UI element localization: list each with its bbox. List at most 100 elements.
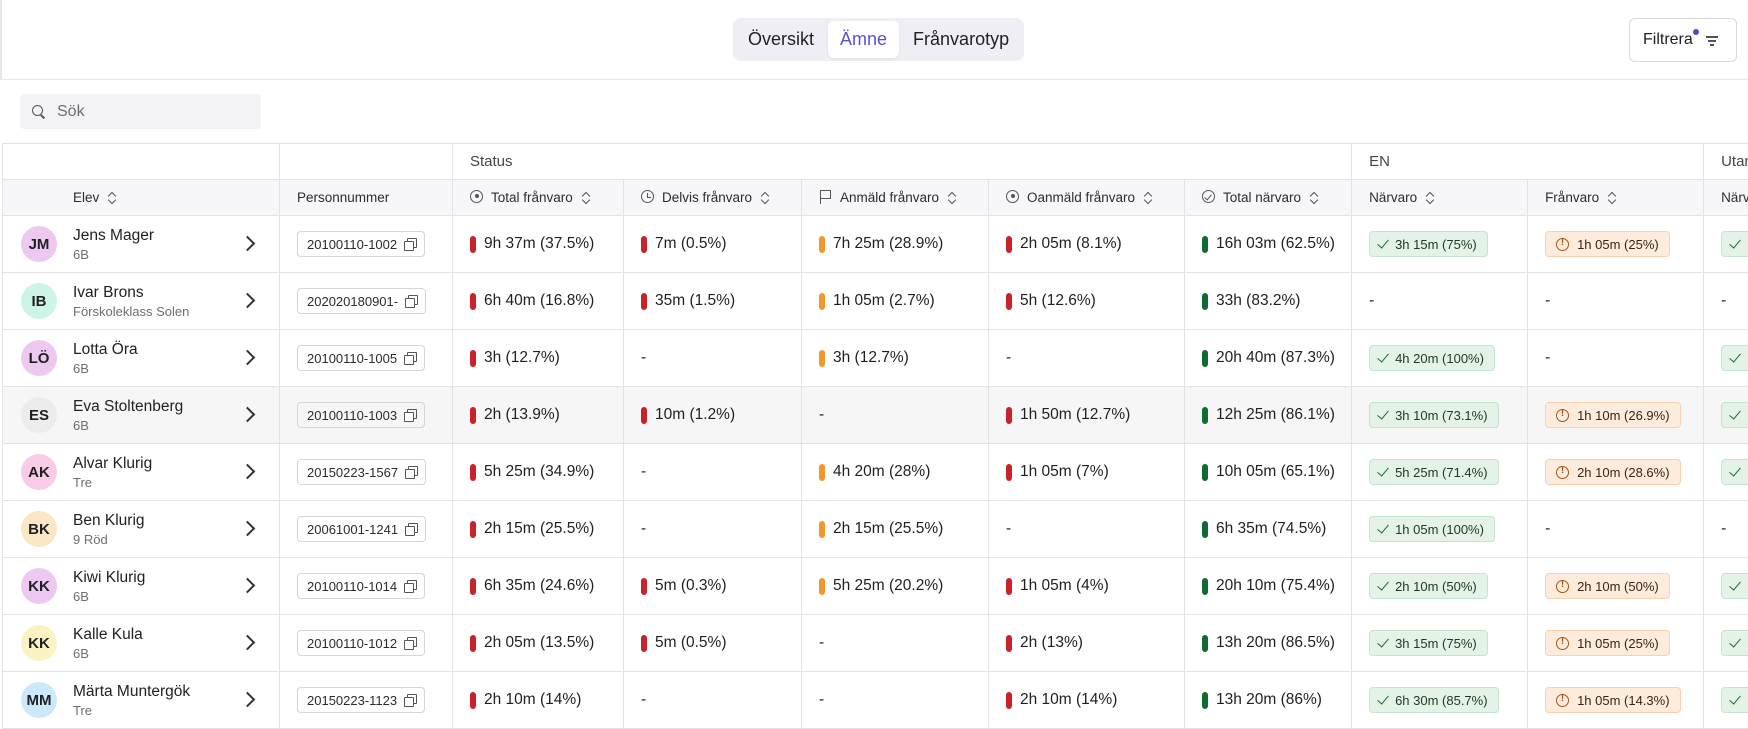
status-indicator-bar xyxy=(470,235,476,253)
col-anmald-franvaro-label: Anmäld frånvaro xyxy=(840,190,940,205)
student-class: 9 Röd xyxy=(73,532,108,547)
utan-narvaro-cell xyxy=(1703,215,1748,273)
chevron-right-icon[interactable] xyxy=(239,406,256,423)
status-indicator-bar xyxy=(819,463,825,481)
value-text: 10h 05m (65.1%) xyxy=(1216,463,1335,480)
personnummer-chip[interactable]: 20061001-1241 xyxy=(297,516,427,542)
table-row[interactable]: IB Ivar Brons Förskoleklass Solen 202020… xyxy=(2,272,1748,330)
anmald-franvaro-cell: - xyxy=(801,614,989,672)
student-cell[interactable]: IB Ivar Brons Förskoleklass Solen xyxy=(2,272,280,330)
student-cell[interactable]: MM Märta Muntergök Tre xyxy=(2,671,280,729)
tab-amne[interactable]: Ämne xyxy=(828,21,900,58)
value-text: 1h 50m (12.7%) xyxy=(1020,406,1131,423)
status-indicator-bar xyxy=(470,463,476,481)
attendance-badge: 3h 15m (75%) xyxy=(1369,630,1488,656)
value-text: - xyxy=(819,691,825,708)
chevron-right-icon[interactable] xyxy=(239,292,256,309)
absence-badge: 1h 05m (25%) xyxy=(1545,231,1670,257)
copy-icon[interactable] xyxy=(404,238,418,251)
col-utan-narvaro-label: Närv xyxy=(1721,190,1748,205)
value-text: 5h 25m (34.9%) xyxy=(484,463,595,480)
personnummer-chip[interactable]: 20100110-1002 xyxy=(297,231,426,257)
value-text: 5h (12.6%) xyxy=(1020,292,1096,309)
total-franvaro-cell: 2h (13.9%) xyxy=(452,386,624,444)
table-row[interactable]: BK Ben Klurig 9 Röd 20061001-1241 2h 15m… xyxy=(2,500,1748,558)
search-input[interactable] xyxy=(57,102,237,121)
col-en-narvaro[interactable]: Närvaro xyxy=(1351,179,1529,216)
col-elev[interactable]: Elev xyxy=(2,179,280,216)
en-franvaro-cell: 1h 05m (25%) xyxy=(1527,215,1705,273)
chevron-right-icon[interactable] xyxy=(239,463,256,480)
personnummer-chip[interactable]: 20100110-1014 xyxy=(297,573,426,599)
chevron-right-icon[interactable] xyxy=(239,634,256,651)
status-indicator-bar xyxy=(1006,292,1012,310)
copy-icon[interactable] xyxy=(405,523,419,536)
table-row[interactable]: AK Alvar Klurig Tre 20150223-1567 5h 25m… xyxy=(2,443,1748,501)
en-franvaro-cell: 2h 10m (28.6%) xyxy=(1527,443,1705,501)
student-cell[interactable]: KK Kiwi Klurig 6B xyxy=(2,557,280,615)
personnummer-chip[interactable]: 20100110-1003 xyxy=(297,402,426,428)
status-indicator-bar xyxy=(470,691,476,709)
tab-franvarotyp[interactable]: Frånvarotyp xyxy=(913,29,1010,49)
personnummer-chip[interactable]: 20100110-1012 xyxy=(297,630,426,656)
student-cell[interactable]: LÖ Lotta Öra 6B xyxy=(2,329,280,387)
student-cell[interactable]: JM Jens Mager 6B xyxy=(2,215,280,273)
check-icon xyxy=(1377,463,1389,477)
filter-button[interactable]: Filtrera xyxy=(1629,18,1737,62)
copy-icon[interactable] xyxy=(404,580,418,593)
tab-oversikt[interactable]: Översikt xyxy=(748,29,815,49)
student-name: Ben Klurig xyxy=(73,512,145,529)
student-cell[interactable]: AK Alvar Klurig Tre xyxy=(2,443,280,501)
chevron-right-icon[interactable] xyxy=(239,235,256,252)
col-en-franvaro[interactable]: Frånvaro xyxy=(1527,179,1705,216)
copy-icon[interactable] xyxy=(404,409,418,422)
table-row[interactable]: ES Eva Stoltenberg 6B 20100110-1003 2h (… xyxy=(2,386,1748,444)
copy-icon[interactable] xyxy=(404,694,418,707)
personnummer-chip[interactable]: 202020180901- xyxy=(297,288,427,314)
en-franvaro-cell: 1h 05m (14.3%) xyxy=(1527,671,1705,729)
sort-icon xyxy=(1426,192,1434,204)
copy-icon[interactable] xyxy=(404,637,418,650)
table-row[interactable]: MM Märta Muntergök Tre 20150223-1123 2h … xyxy=(2,671,1748,729)
status-indicator-bar xyxy=(1202,292,1208,310)
student-cell[interactable]: KK Kalle Kula 6B xyxy=(2,614,280,672)
col-total-narvaro[interactable]: Total närvaro xyxy=(1183,179,1353,216)
personnummer-cell: 202020180901- xyxy=(279,272,453,330)
col-utan-narvaro[interactable]: Närv xyxy=(1703,179,1748,216)
copy-icon[interactable] xyxy=(404,352,418,365)
student-cell[interactable]: ES Eva Stoltenberg 6B xyxy=(2,386,280,444)
copy-icon[interactable] xyxy=(405,466,419,479)
personnummer-chip[interactable]: 20100110-1005 xyxy=(297,345,426,371)
col-total-franvaro[interactable]: Total frånvaro xyxy=(452,179,624,216)
chevron-right-icon[interactable] xyxy=(239,520,256,537)
student-cell[interactable]: BK Ben Klurig 9 Röd xyxy=(2,500,280,558)
col-total-franvaro-label: Total frånvaro xyxy=(491,190,573,205)
value-text: 4h 20m (28%) xyxy=(833,463,931,480)
alert-icon xyxy=(1556,465,1570,479)
total-franvaro-cell: 6h 35m (24.6%) xyxy=(452,557,624,615)
table-row[interactable]: KK Kalle Kula 6B 20100110-1012 2h 05m (1… xyxy=(2,614,1748,672)
table-row[interactable]: KK Kiwi Klurig 6B 20100110-1014 6h 35m (… xyxy=(2,557,1748,615)
table-row[interactable]: LÖ Lotta Öra 6B 20100110-1005 3h (12.7%)… xyxy=(2,329,1748,387)
en-narvaro-cell: 3h 15m (75%) xyxy=(1351,215,1529,273)
col-anmald-franvaro[interactable]: Anmäld frånvaro xyxy=(801,179,989,216)
status-indicator-bar xyxy=(470,520,476,538)
col-oanmald-franvaro[interactable]: Oanmäld frånvaro xyxy=(988,179,1185,216)
check-icon xyxy=(1377,691,1389,705)
personnummer-chip[interactable]: 20150223-1567 xyxy=(297,459,427,485)
copy-icon[interactable] xyxy=(405,295,419,308)
table-row[interactable]: JM Jens Mager 6B 20100110-1002 9h 37m (3… xyxy=(2,215,1748,273)
chevron-right-icon[interactable] xyxy=(239,577,256,594)
chevron-right-icon[interactable] xyxy=(239,691,256,708)
status-indicator-bar xyxy=(1006,577,1012,595)
value-text: 5h 25m (20.2%) xyxy=(833,577,944,594)
value-text: 6h 40m (16.8%) xyxy=(484,292,595,309)
personnummer-chip[interactable]: 20150223-1123 xyxy=(297,687,426,713)
check-icon xyxy=(1729,634,1741,648)
status-indicator-bar xyxy=(470,634,476,652)
utan-narvaro-cell xyxy=(1703,329,1748,387)
col-delvis-franvaro[interactable]: Delvis frånvaro xyxy=(623,179,802,216)
en-franvaro-cell: - xyxy=(1527,500,1705,558)
alert-icon xyxy=(1556,408,1570,422)
chevron-right-icon[interactable] xyxy=(239,349,256,366)
